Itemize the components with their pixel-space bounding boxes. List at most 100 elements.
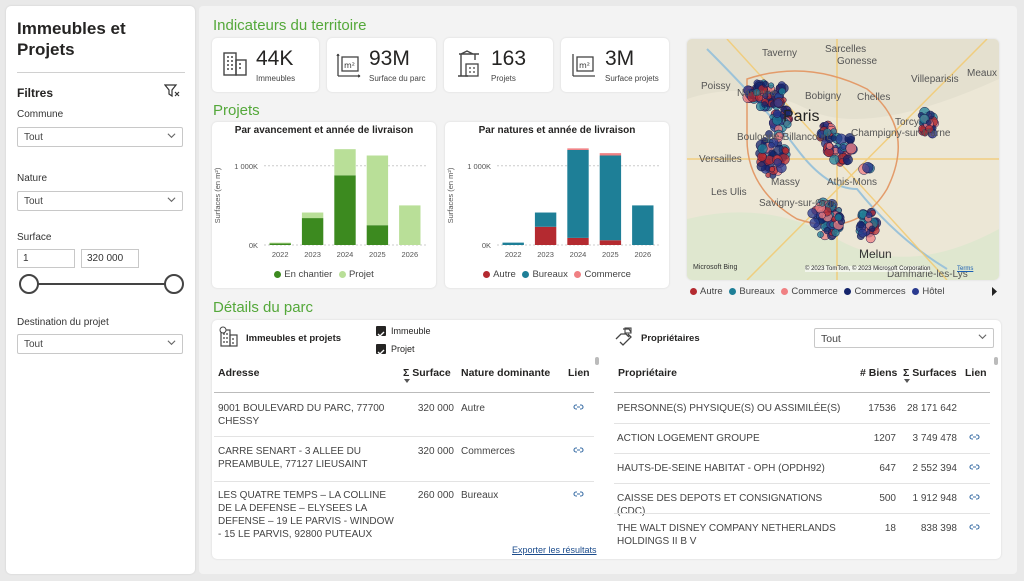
map-point[interactable]	[862, 162, 874, 174]
map-point[interactable]	[865, 211, 873, 219]
map-point[interactable]	[819, 200, 826, 207]
map-point[interactable]	[818, 211, 826, 219]
link-icon[interactable]	[573, 446, 584, 454]
map-point[interactable]	[780, 105, 787, 113]
map-point[interactable]	[761, 101, 768, 108]
table-row[interactable]: PERSONNE(S) PHYSIQUE(S) OU ASSIMILÉE(S) …	[614, 394, 990, 423]
link-icon[interactable]	[969, 493, 980, 501]
column-header-proprietaire[interactable]: Propriétaire	[618, 367, 677, 379]
legend-item[interactable]: Commerces	[844, 286, 906, 297]
surface-slider-min-handle[interactable]	[19, 274, 39, 294]
table-row[interactable]: CAISSE DES DEPOTS ET CONSIGNATIONS (CDC)…	[614, 484, 990, 517]
legend-item[interactable]: Commerce	[781, 286, 838, 297]
map-point[interactable]	[769, 166, 776, 173]
map-point[interactable]	[825, 142, 833, 150]
map-canvas[interactable]: Taverny Sarcelles Gonesse Meaux Poissy N…	[687, 39, 999, 280]
map-point[interactable]	[817, 231, 824, 238]
map-point[interactable]	[858, 228, 867, 238]
map-point[interactable]	[845, 142, 857, 155]
legend-item[interactable]: En chantier	[274, 269, 332, 280]
map-point[interactable]	[925, 119, 932, 126]
column-header-lien[interactable]: Lien	[965, 367, 987, 379]
link-icon[interactable]	[969, 433, 980, 441]
map-terms-link[interactable]: Terms	[957, 266, 974, 272]
map[interactable]: Taverny Sarcelles Gonesse Meaux Poissy N…	[687, 39, 999, 280]
map-point[interactable]	[809, 217, 820, 229]
map-point[interactable]	[807, 208, 818, 219]
owners-scrollbar[interactable]	[994, 357, 998, 365]
map-point[interactable]	[757, 143, 768, 154]
map-point[interactable]	[840, 144, 847, 150]
table-row[interactable]: 9001 BOULEVARD DU PARC, 77700 CHESSY 320…	[214, 394, 594, 436]
bar-segment	[567, 149, 589, 238]
export-link[interactable]: Exporter les résultats	[512, 545, 597, 555]
map-point[interactable]	[823, 121, 830, 128]
map-point[interactable]	[783, 120, 792, 129]
map-point[interactable]	[842, 154, 853, 165]
commune-dropdown[interactable]: Tout	[17, 127, 183, 147]
legend-item[interactable]: Autre	[690, 286, 723, 297]
column-header-surface[interactable]: Σ Surface	[403, 367, 451, 379]
map-point[interactable]	[823, 226, 831, 235]
column-header-surfaces[interactable]: Σ Surfaces	[903, 367, 957, 379]
column-header-biens[interactable]: # Biens	[860, 367, 898, 379]
link-icon[interactable]	[969, 523, 980, 531]
map-point[interactable]	[865, 233, 876, 244]
owners-filter-dropdown[interactable]: Tout	[814, 328, 994, 348]
legend-next-icon[interactable]	[991, 287, 998, 296]
clear-filters-icon[interactable]	[164, 84, 180, 98]
legend-item[interactable]: Hôtel	[912, 286, 945, 297]
projet-checkbox[interactable]	[376, 344, 386, 355]
map-point[interactable]	[834, 213, 843, 222]
cell-surfaces: 838 398	[920, 523, 957, 534]
map-point[interactable]	[830, 135, 837, 142]
buildings-table-body[interactable]: 9001 BOULEVARD DU PARC, 77700 CHESSY 320…	[214, 394, 594, 542]
surface-slider-max-handle[interactable]	[164, 274, 184, 294]
table-row[interactable]: THE WALT DISNEY COMPANY NETHERLANDS HOLD…	[614, 514, 990, 549]
column-header-adresse[interactable]: Adresse	[218, 367, 260, 379]
link-icon[interactable]	[969, 463, 980, 471]
buildings-scrollbar[interactable]	[595, 357, 599, 365]
surface-min-input[interactable]: 1	[17, 249, 75, 268]
map-point[interactable]	[828, 201, 834, 208]
map-point[interactable]	[768, 142, 775, 149]
legend-item[interactable]: Commerce	[574, 269, 631, 280]
map-point[interactable]	[868, 225, 876, 233]
map-point[interactable]	[773, 98, 783, 108]
map-point[interactable]	[856, 220, 865, 229]
map-point[interactable]	[921, 129, 929, 137]
owners-table-body[interactable]: PERSONNE(S) PHYSIQUE(S) OU ASSIMILÉE(S) …	[614, 394, 990, 549]
legend-item[interactable]: Autre	[483, 269, 516, 280]
map-point[interactable]	[831, 228, 840, 237]
map-point[interactable]	[768, 149, 775, 157]
indicators-title: Indicateurs du territoire	[213, 17, 367, 34]
surface-max-input[interactable]: 320 000	[81, 249, 139, 268]
immeuble-checkbox[interactable]	[376, 326, 386, 337]
map-point[interactable]	[782, 147, 790, 155]
surface-slider-track[interactable]	[30, 283, 176, 285]
table-row[interactable]: LES QUATRE TEMPS – LA COLLINE DE LA DEFE…	[214, 482, 594, 542]
map-point[interactable]	[773, 158, 782, 167]
map-point[interactable]	[752, 88, 761, 97]
map-point[interactable]	[778, 87, 786, 96]
link-icon[interactable]	[573, 490, 584, 498]
nature-dropdown[interactable]: Tout	[17, 191, 183, 211]
table-row[interactable]: HAUTS-DE-SEINE HABITAT - OPH (OPDH92) 64…	[614, 454, 990, 483]
table-row[interactable]: CARRE SENART - 3 ALLEE DU PREAMBULE, 771…	[214, 437, 594, 481]
column-header-nature[interactable]: Nature dominante	[461, 367, 551, 379]
map-point[interactable]	[829, 154, 840, 165]
map-point[interactable]	[765, 130, 773, 138]
map-point[interactable]	[784, 108, 793, 117]
map-point[interactable]	[768, 82, 775, 89]
destination-dropdown[interactable]: Tout	[17, 334, 183, 354]
map-point[interactable]	[772, 109, 782, 118]
table-row[interactable]: ACTION LOGEMENT GROUPE 1207 3 749 478	[614, 424, 990, 453]
legend-item[interactable]: Bureaux	[522, 269, 568, 280]
map-point[interactable]	[756, 161, 767, 172]
map-point[interactable]	[775, 131, 784, 140]
link-icon[interactable]	[573, 403, 584, 411]
legend-item[interactable]: Projet	[338, 269, 374, 280]
legend-item[interactable]: Bureaux	[729, 286, 775, 297]
map-point[interactable]	[762, 80, 769, 88]
column-header-lien[interactable]: Lien	[568, 367, 590, 379]
